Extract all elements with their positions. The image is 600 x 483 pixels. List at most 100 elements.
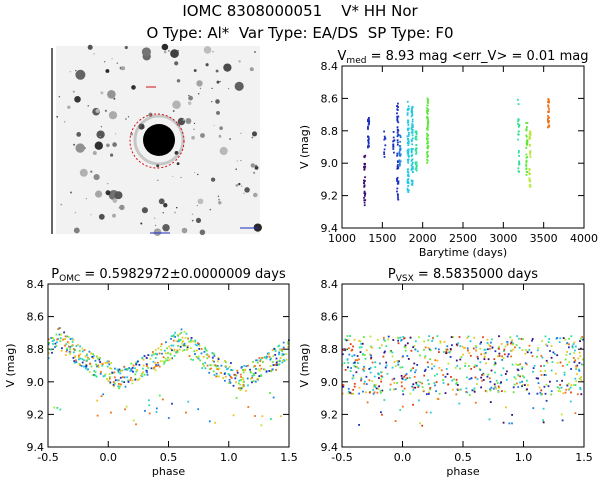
data-point (57, 328, 60, 330)
data-point (202, 362, 204, 365)
field-star (229, 138, 231, 140)
data-point (197, 355, 200, 358)
data-point (117, 379, 120, 382)
field-star (141, 47, 151, 57)
data-point (75, 361, 78, 364)
data-point (468, 394, 471, 396)
data-point (398, 152, 401, 155)
data-point (480, 341, 482, 344)
data-point (63, 331, 65, 334)
field-star (215, 99, 220, 104)
data-point (526, 351, 529, 354)
field-star (74, 95, 81, 103)
data-point (119, 376, 122, 379)
field-star (116, 62, 119, 65)
data-point (481, 379, 483, 382)
data-point (573, 352, 576, 354)
data-point (126, 368, 129, 370)
data-point (563, 371, 566, 374)
data-point (383, 351, 386, 354)
data-point (423, 374, 426, 377)
data-point (536, 355, 538, 358)
data-point (412, 367, 415, 369)
data-point (121, 369, 124, 372)
data-point (193, 350, 196, 353)
data-point (406, 174, 409, 177)
data-point (392, 144, 395, 146)
data-point (218, 375, 220, 378)
data-point (106, 378, 108, 380)
data-point (525, 147, 528, 149)
data-point (481, 374, 484, 376)
data-point (198, 348, 201, 350)
data-point (427, 125, 429, 128)
data-point (278, 351, 281, 354)
data-point (213, 360, 215, 363)
data-point (571, 345, 574, 348)
object-type-line: O Type: Al* Var Type: EA/DS SP Type: F0 (146, 24, 454, 42)
data-point (427, 137, 429, 140)
data-point (360, 342, 362, 345)
data-point (500, 374, 503, 377)
data-point (382, 336, 385, 339)
data-point (66, 335, 69, 338)
data-point (346, 335, 349, 337)
data-point (287, 342, 290, 345)
data-point (428, 391, 430, 394)
data-point (275, 357, 278, 360)
data-point (135, 361, 137, 364)
data-point (411, 131, 414, 133)
data-point (373, 391, 376, 394)
data-point (529, 153, 532, 156)
data-point (402, 393, 405, 396)
data-point (182, 344, 185, 347)
data-point (123, 365, 126, 368)
data-point (407, 154, 410, 156)
data-point (426, 153, 429, 156)
chart-title-symbol: V (338, 49, 347, 64)
data-point (394, 388, 397, 390)
data-point (265, 357, 268, 360)
data-point (410, 110, 413, 113)
data-point (236, 371, 239, 374)
data-point (352, 345, 354, 348)
data-point (366, 401, 369, 404)
data-point (427, 347, 430, 349)
data-point (94, 359, 97, 362)
data-point (474, 401, 477, 404)
data-point (268, 355, 271, 358)
data-point (565, 388, 568, 391)
data-point (541, 340, 543, 342)
data-point (67, 336, 70, 338)
data-point (571, 346, 574, 349)
data-point (87, 357, 89, 360)
data-point (367, 120, 369, 123)
data-point (397, 167, 400, 169)
data-point (121, 380, 124, 383)
data-point (374, 383, 377, 386)
data-point (411, 163, 414, 165)
data-point (411, 125, 414, 128)
data-point (365, 349, 368, 352)
data-point (476, 378, 479, 381)
data-point (271, 349, 274, 351)
data-point (119, 370, 122, 372)
data-point (545, 383, 548, 386)
data-point (400, 339, 403, 341)
data-point (400, 375, 403, 377)
data-point (401, 366, 404, 369)
data-point (161, 352, 163, 355)
field-star (104, 109, 107, 112)
data-point (580, 363, 583, 366)
data-point (131, 379, 134, 382)
data-point (567, 382, 570, 385)
data-point (406, 170, 409, 173)
data-point (142, 367, 144, 370)
data-point (198, 344, 201, 347)
data-point (109, 381, 112, 384)
data-point (573, 361, 576, 363)
data-point (546, 344, 549, 347)
data-point (500, 381, 502, 384)
data-point (281, 354, 284, 357)
data-point (414, 168, 417, 170)
